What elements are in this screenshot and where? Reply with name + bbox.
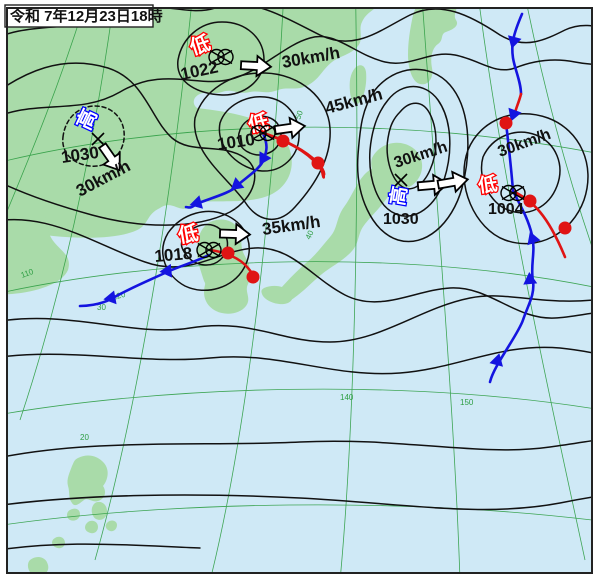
svg-text:150: 150 <box>460 398 474 407</box>
svg-text:140: 140 <box>340 393 354 402</box>
svg-text:令和 7年12月23日18時: 令和 7年12月23日18時 <box>10 7 163 25</box>
svg-text:高: 高 <box>386 184 412 207</box>
svg-text:1018: 1018 <box>154 244 193 266</box>
svg-text:1030: 1030 <box>383 211 419 228</box>
svg-text:低: 低 <box>476 172 499 198</box>
svg-text:20: 20 <box>80 433 89 442</box>
svg-text:1004: 1004 <box>488 201 524 218</box>
